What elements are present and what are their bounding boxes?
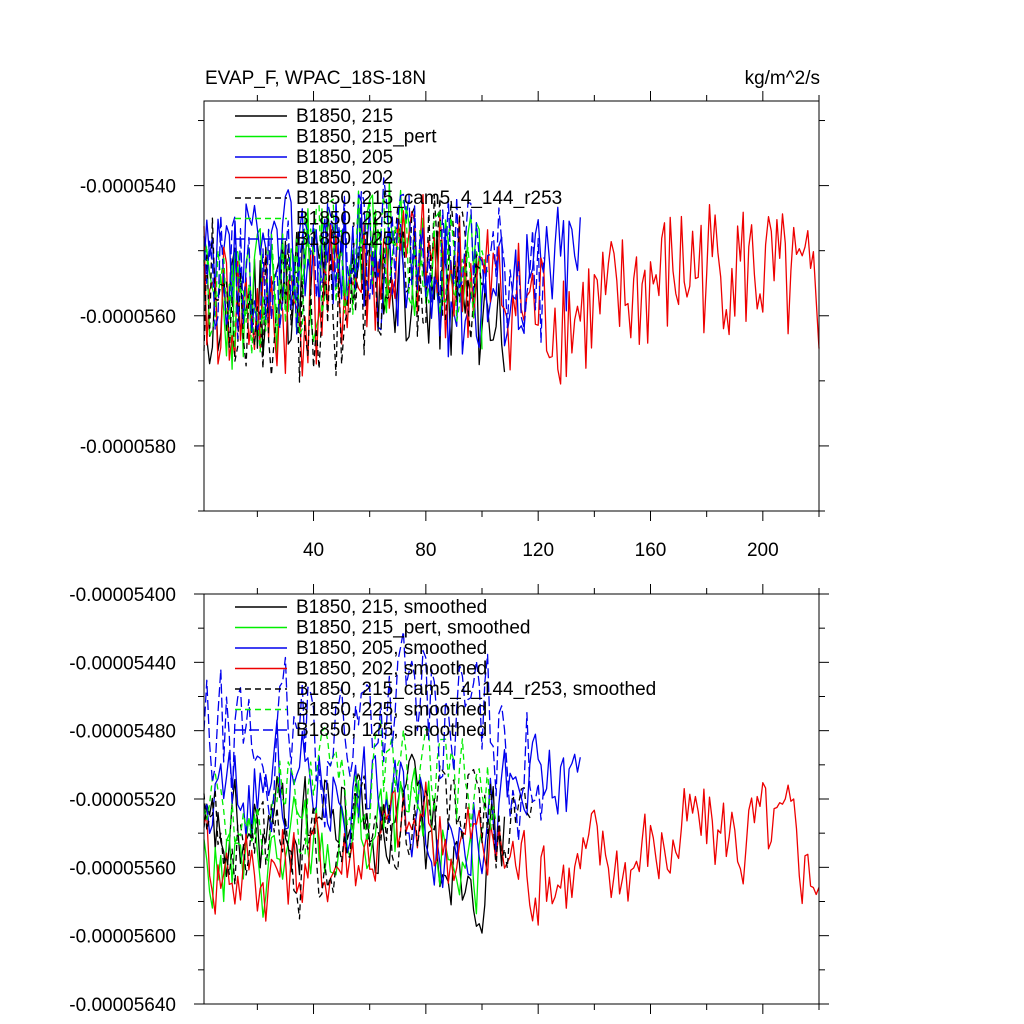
series-line-6 [203,719,497,862]
legend-label: B1850, 202 [296,168,393,189]
series-line-4 [203,781,820,926]
legend-label: B1850, 225 [296,209,393,230]
legend-label: B1850, 205, smoothed [296,638,487,659]
legend-label: B1850, 215 [296,106,393,127]
legend-label: B1850, 215_cam5_4_144_r253, smoothed [296,679,656,700]
legend-label: B1850, 215_pert [296,127,437,148]
x-tick-label: 80 [415,540,436,561]
legend-label: B1850, 202, smoothed [296,659,487,680]
y-tick-label: -0.00005400 [69,585,176,606]
top-panel-title: EVAP_F, WPAC_18S-18N [205,68,426,89]
series-line-6 [203,190,489,355]
legend-label: B1850, 215, smoothed [296,597,487,618]
x-tick-label: 160 [635,540,667,561]
y-tick-label: -0.0000540 [80,177,176,198]
series-line-3 [203,719,581,889]
series-line-4 [203,193,820,385]
y-tick-label: -0.0000560 [80,307,176,328]
top-panel: EVAP_F, WPAC_18S-18N kg/m^2/s B1850, 215… [80,68,829,561]
legend-label: B1850, 215_cam5_4_144_r253 [296,188,562,209]
y-tick-label: -0.00005520 [69,790,176,811]
y-tick-label: -0.00005600 [69,927,176,948]
top-panel-units: kg/m^2/s [745,68,820,89]
legend-label: B1850, 225, smoothed [296,700,487,721]
legend-label: B1850, 125 [296,229,393,250]
series-line-7 [203,177,545,343]
series-line-7 [203,630,545,842]
legend-label: B1850, 215_pert, smoothed [296,618,531,639]
series-line-5 [203,765,534,920]
y-tick-label: -0.0000580 [80,437,176,458]
legend-label: B1850, 205 [296,147,393,168]
top-panel-plot-frame [203,100,820,512]
legend-label: B1850, 125, smoothed [296,720,487,741]
x-tick-label: 120 [522,540,554,561]
x-tick-label: 200 [747,540,779,561]
y-tick-label: -0.00005640 [69,995,176,1016]
y-tick-label: -0.00005560 [69,858,176,879]
x-tick-label: 40 [303,540,324,561]
y-tick-label: -0.00005480 [69,722,176,743]
y-tick-label: -0.00005440 [69,653,176,674]
